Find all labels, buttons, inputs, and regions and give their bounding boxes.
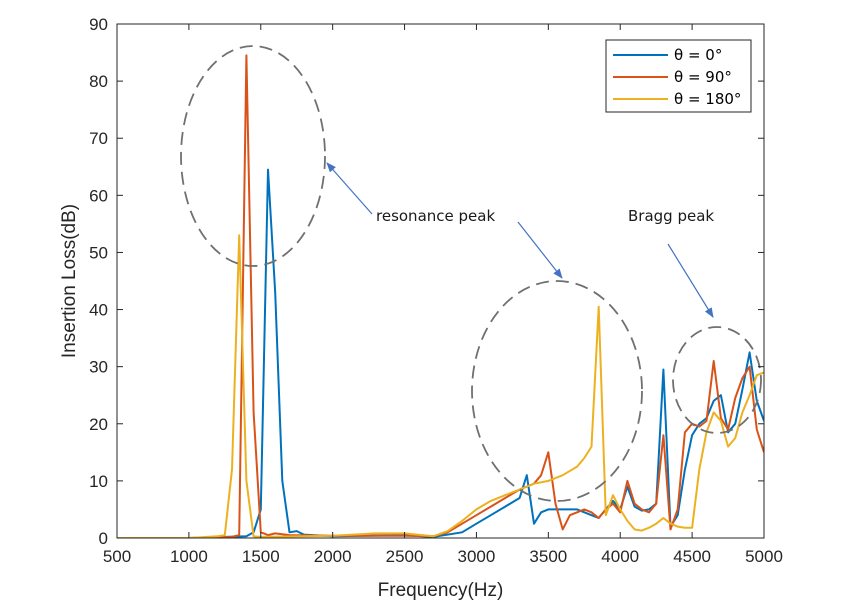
y-tick-label-7: 70 [89,129,108,148]
resonance-peak-label: resonance peak [376,207,495,225]
x-tick-label-6: 3500 [529,547,567,566]
series-line-1 [117,54,764,538]
x-tick-label-2: 1500 [242,547,280,566]
series-line-0 [117,168,764,538]
legend-label-0: θ = 0° [674,46,722,64]
resonance-arrow-left [326,162,373,215]
y-tick-label-4: 40 [89,301,108,320]
x-tick-label-8: 4500 [673,547,711,566]
y-tick-label-2: 20 [89,415,108,434]
highlight-ellipse-mid-freq [471,280,643,502]
y-tick-label-5: 50 [89,243,108,262]
x-tick-label-9: 5000 [745,547,783,566]
highlight-ellipses [180,45,762,502]
x-tick-label-0: 500 [103,547,131,566]
bragg-peak-label: Bragg peak [628,207,714,225]
x-axis-title: Frequency(Hz) [378,580,504,601]
legend: θ = 0° θ = 90° θ = 180° [605,39,752,113]
resonance-arrow-right [517,221,563,279]
axis-ticks: 500 1000 1500 2000 2500 3000 3500 4000 4500 5000 0… [89,15,783,566]
axes-box [116,23,765,539]
y-axis-title: Insertion Loss(dB) [59,204,80,358]
y-tick-label-0: 0 [99,529,108,548]
highlight-ellipse-low-freq [180,45,326,267]
x-tick-label-5: 3000 [458,547,496,566]
y-tick-label-1: 10 [89,472,108,491]
x-tick-label-1: 1000 [170,547,208,566]
legend-label-2: θ = 180° [674,90,741,108]
y-tick-label-6: 60 [89,186,108,205]
annotations: resonance peak Bragg peak [326,162,714,318]
y-tick-label-9: 90 [89,15,108,34]
legend-label-1: θ = 90° [674,68,732,86]
highlight-ellipse-bragg [672,326,762,434]
y-tick-label-3: 30 [89,358,108,377]
y-tick-label-8: 80 [89,72,108,91]
x-tick-label-4: 2500 [386,547,424,566]
x-tick-label-7: 4000 [601,547,639,566]
bragg-arrow [667,243,714,318]
x-tick-label-3: 2000 [314,547,352,566]
